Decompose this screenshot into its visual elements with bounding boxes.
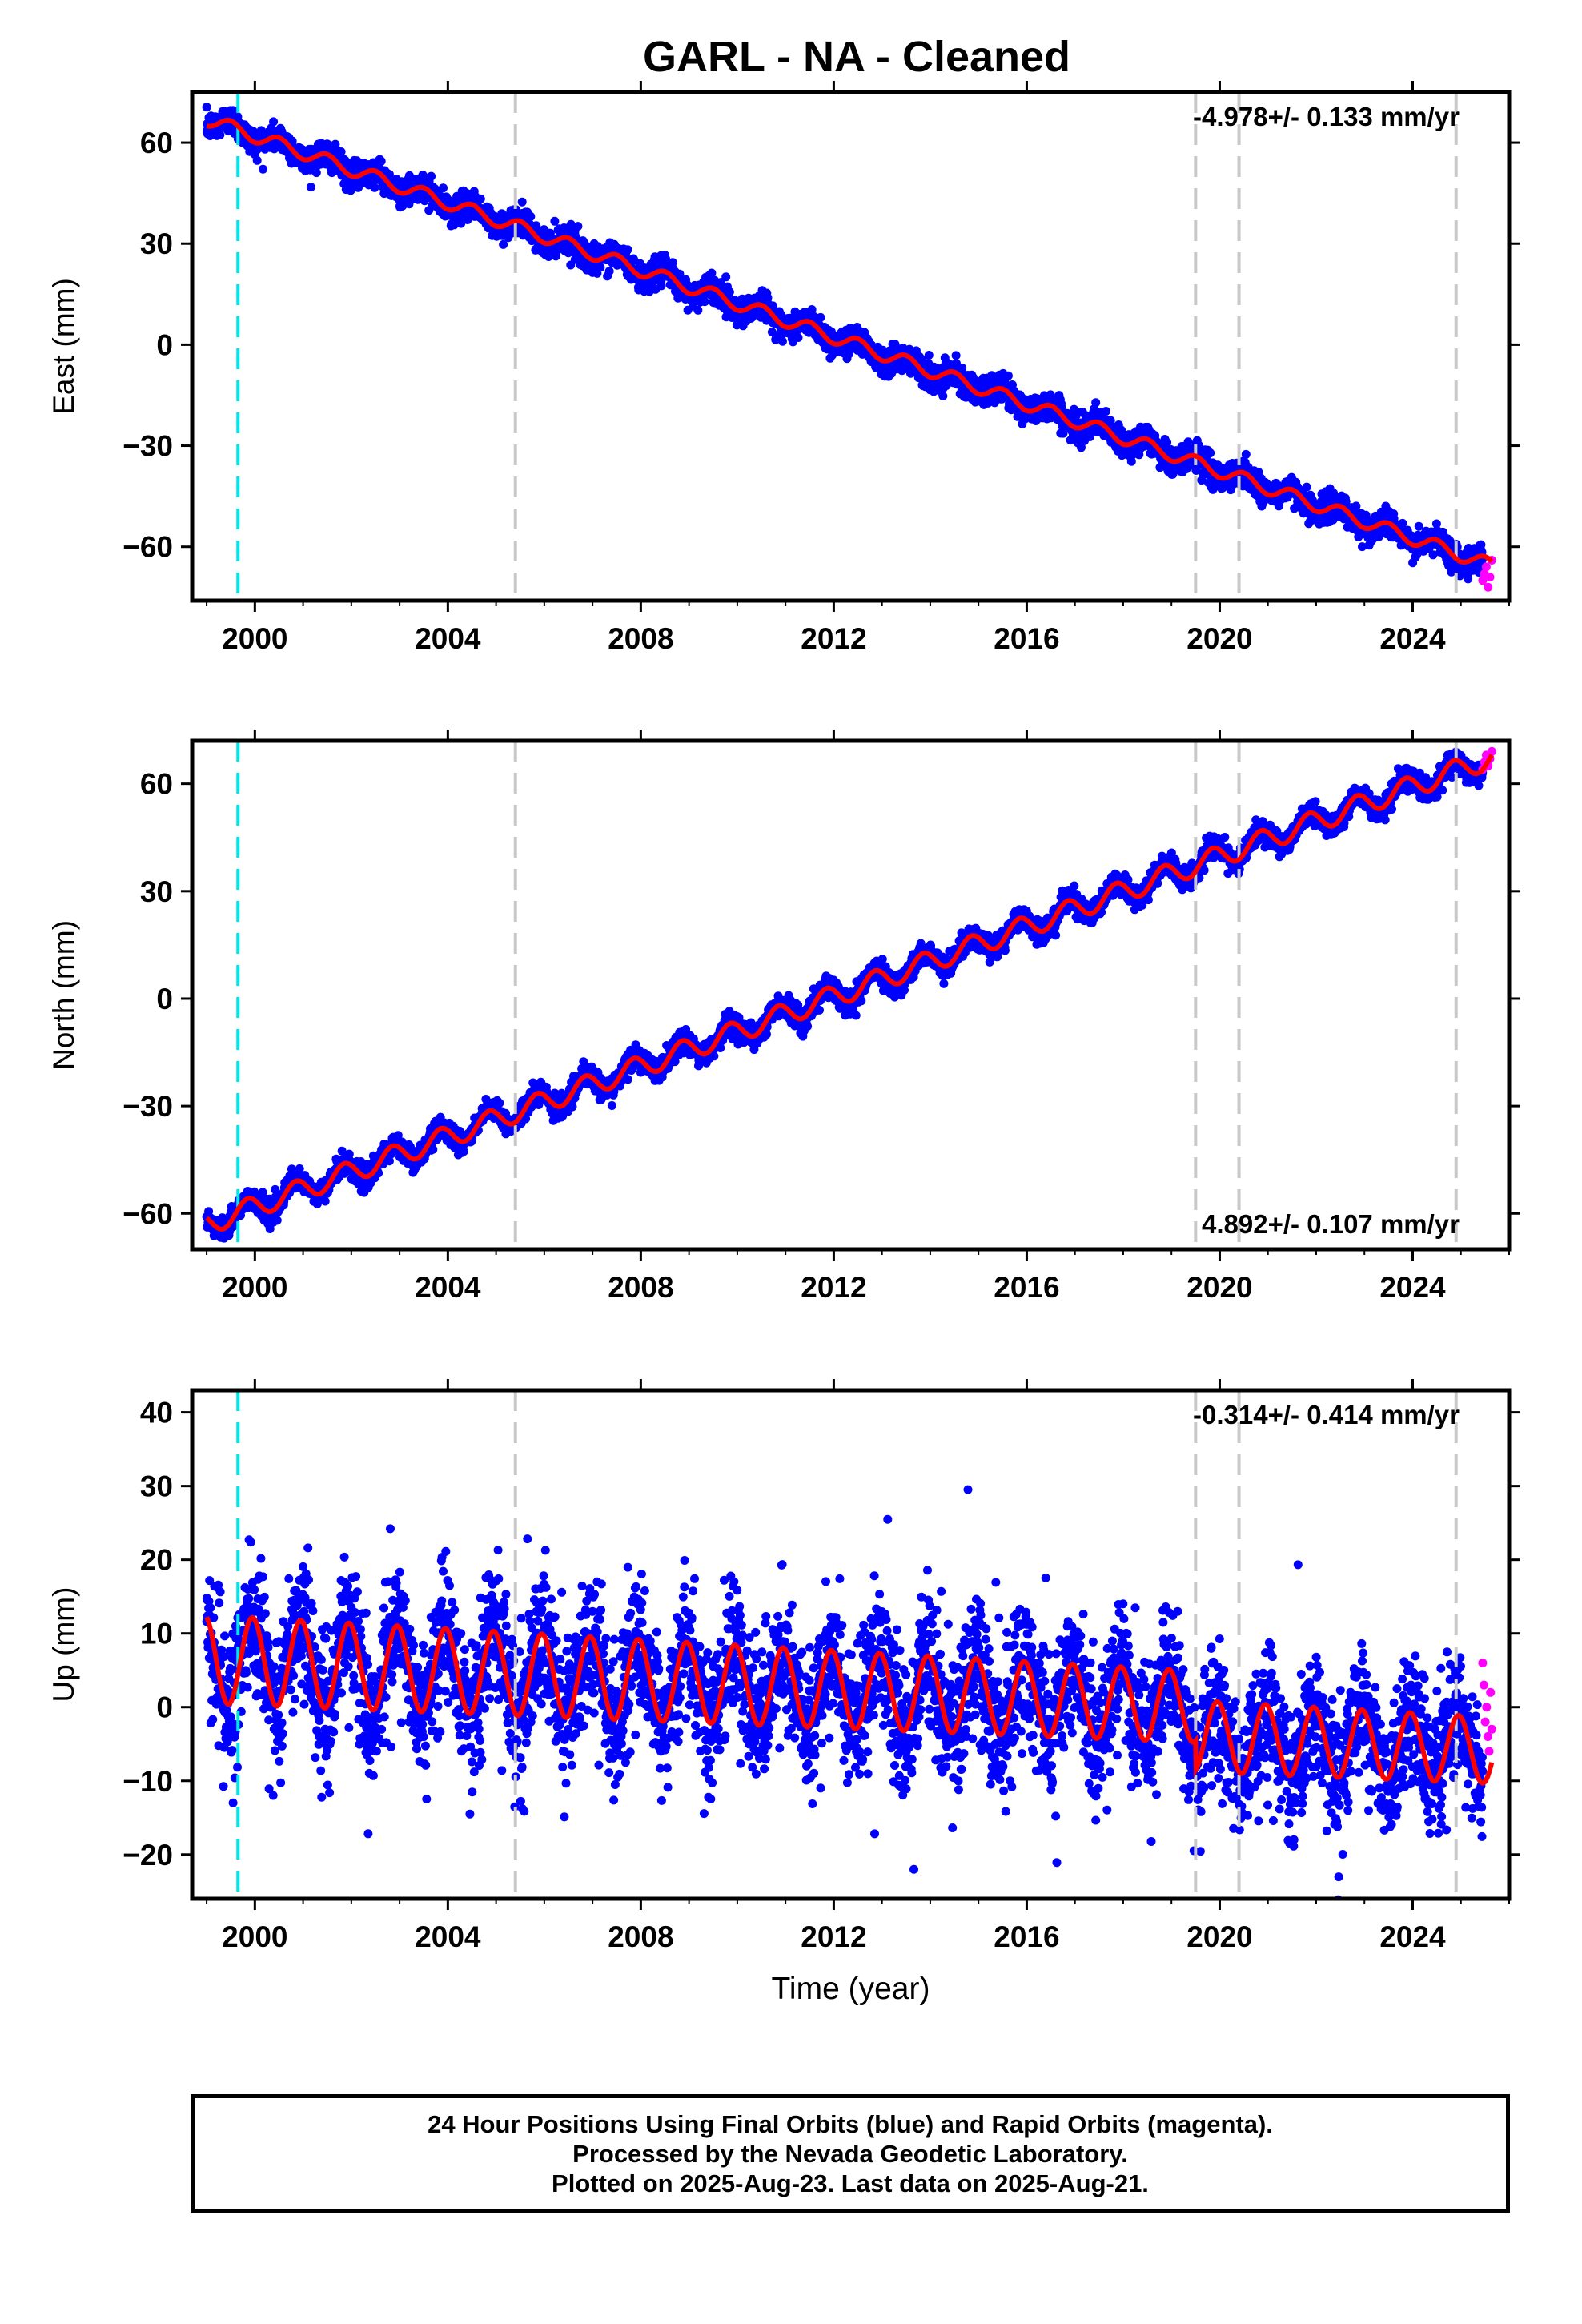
final-orbit-point bbox=[320, 1196, 330, 1206]
y-tick-label: −30 bbox=[122, 430, 173, 463]
final-orbit-point bbox=[252, 155, 262, 165]
time-series-chart: 2000 2004 2008 2012 2016 2020 2024 −60 −30 0 30 60 E… bbox=[47, 81, 1520, 2006]
y-tick-label: 0 bbox=[156, 328, 173, 361]
rate-label: -4.978+/- 0.133 mm/yr bbox=[1193, 102, 1460, 131]
final-orbit-point bbox=[384, 170, 394, 179]
final-orbit-point bbox=[269, 117, 279, 127]
final-orbit-point bbox=[725, 287, 734, 297]
final-orbit-point bbox=[793, 333, 803, 342]
x-tick-label: 2020 bbox=[1186, 622, 1252, 655]
x-tick-label: 2012 bbox=[801, 622, 866, 655]
final-orbit-point bbox=[1206, 448, 1215, 458]
rapid-orbit-point bbox=[1485, 573, 1495, 582]
final-orbit-point bbox=[370, 183, 379, 192]
final-orbit-point bbox=[476, 194, 485, 203]
final-orbit-point bbox=[550, 216, 560, 226]
final-orbit-point bbox=[517, 197, 527, 207]
plot-area bbox=[202, 92, 1496, 601]
final-orbit-point bbox=[1414, 521, 1423, 531]
y-tick-label: 30 bbox=[140, 227, 173, 260]
x-tick-label: 2000 bbox=[222, 622, 287, 655]
final-orbit-point bbox=[526, 211, 536, 221]
final-orbit-point bbox=[306, 183, 315, 192]
panel-2: 2000 2004 2008 2012 2016 2020 2024−60−3003060N… bbox=[47, 730, 1520, 1304]
final-orbit-point bbox=[1351, 501, 1361, 511]
final-orbit-point bbox=[427, 171, 436, 181]
rapid-orbit-point bbox=[1484, 582, 1493, 592]
final-orbit-point bbox=[499, 239, 508, 249]
final-orbit-point bbox=[807, 305, 817, 314]
final-orbit-point bbox=[573, 222, 583, 231]
final-orbit-point bbox=[700, 297, 709, 307]
final-orbit-point bbox=[1101, 407, 1110, 416]
final-orbit-point bbox=[623, 245, 632, 255]
final-orbit-point bbox=[604, 267, 614, 276]
final-orbit-point bbox=[938, 392, 948, 400]
chart-title: GARL - NA - Cleaned bbox=[642, 33, 1071, 81]
final-orbit-point bbox=[1241, 449, 1251, 459]
final-orbit-point bbox=[1464, 574, 1473, 584]
y-tick-label: −60 bbox=[122, 531, 173, 564]
final-orbit-point bbox=[1003, 371, 1013, 380]
final-orbit-point bbox=[958, 363, 967, 372]
x-tick-label: 2024 bbox=[1379, 622, 1446, 655]
final-orbit-point bbox=[693, 305, 703, 315]
final-orbit-point bbox=[656, 281, 666, 291]
final-orbit-point bbox=[215, 131, 225, 139]
final-orbit-point bbox=[721, 272, 731, 282]
final-orbit-point bbox=[376, 156, 386, 166]
final-orbit-point bbox=[675, 269, 685, 279]
y-axis-label: East (mm) bbox=[47, 278, 80, 415]
final-orbit-point bbox=[816, 312, 825, 322]
plot-area bbox=[202, 741, 1496, 1249]
final-orbit-points bbox=[202, 747, 1488, 1243]
final-orbit-point bbox=[924, 351, 934, 360]
final-orbit-point bbox=[1091, 398, 1101, 408]
final-orbit-point bbox=[336, 147, 346, 156]
x-tick-label: 2008 bbox=[608, 622, 673, 655]
final-orbit-point bbox=[439, 183, 448, 193]
final-orbit-point bbox=[596, 263, 605, 272]
x-tick-label: 2004 bbox=[415, 622, 481, 655]
final-orbit-point bbox=[272, 1216, 282, 1225]
final-orbit-point bbox=[233, 112, 243, 122]
panel-1: 2000 2004 2008 2012 2016 2020 2024 −60 −30 0 30 60 E… bbox=[47, 81, 1520, 655]
final-orbit-point bbox=[202, 103, 211, 112]
final-orbit-point bbox=[259, 164, 267, 174]
final-orbit-point bbox=[707, 268, 717, 278]
final-orbit-point bbox=[1302, 482, 1311, 492]
final-orbit-point bbox=[951, 351, 961, 360]
y-tick-label: 60 bbox=[140, 127, 173, 159]
x-tick-label: 2016 bbox=[994, 622, 1059, 655]
final-orbit-point bbox=[777, 336, 787, 346]
final-orbit-point bbox=[668, 258, 677, 267]
final-orbit-point bbox=[311, 168, 321, 178]
